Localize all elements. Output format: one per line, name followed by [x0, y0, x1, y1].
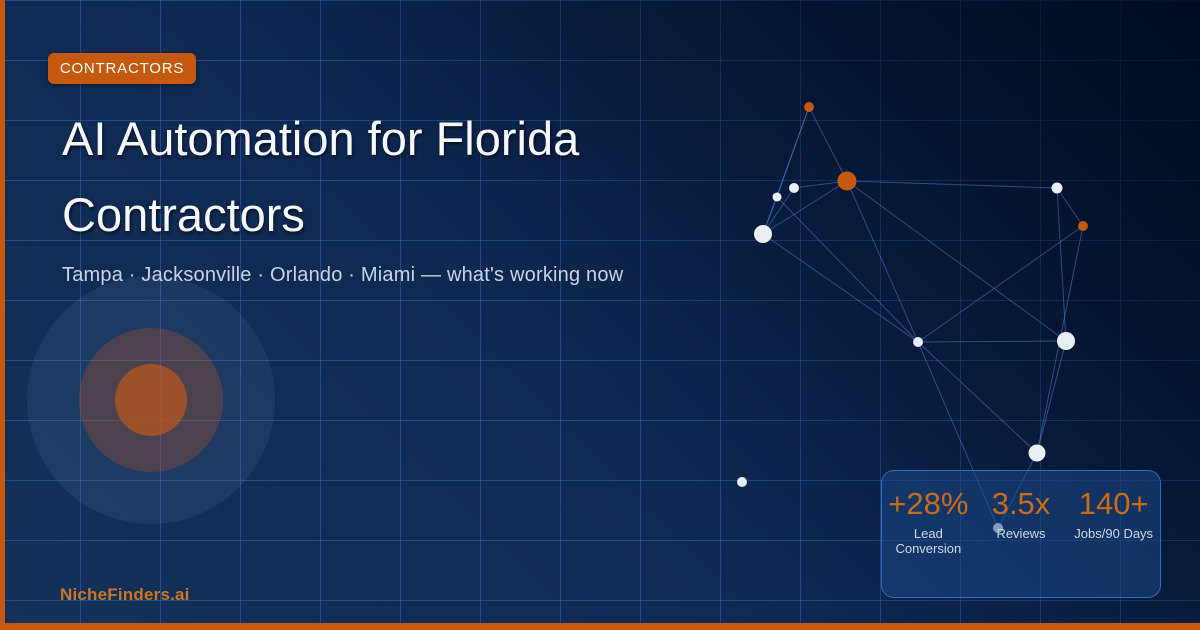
title-line-2: Contractors	[62, 188, 305, 241]
network-node-k	[737, 477, 747, 487]
radar-ring-core	[115, 364, 187, 436]
stat-value: 3.5x	[991, 486, 1051, 521]
title-line-1: AI Automation for Florida	[62, 112, 580, 165]
category-badge-label: CONTRACTORS	[59, 60, 185, 77]
network-edge	[762, 233, 919, 343]
network-edge	[917, 340, 1067, 343]
subtitle: Tampa · Jacksonville · Orlando · Miami —…	[62, 264, 624, 286]
page-title: AI Automation for Florida Contractors	[62, 101, 579, 253]
network-node-a	[804, 102, 814, 112]
network-node-c	[789, 183, 799, 193]
network-edge	[917, 341, 1038, 454]
category-badge: CONTRACTORS	[48, 53, 196, 84]
stat-reviews: 3.5x Reviews	[975, 486, 1068, 542]
network-node-f	[1051, 182, 1063, 194]
stat-jobs: 140+ Jobs/90 Days	[1067, 486, 1160, 542]
stat-label: Jobs/90 Days	[1074, 526, 1154, 541]
network-node-h	[913, 337, 923, 347]
network-edge	[762, 187, 795, 235]
network-node-d	[772, 192, 782, 202]
network-node-g	[1078, 221, 1088, 231]
left-accent-bar	[0, 0, 5, 630]
network-edge	[762, 180, 848, 235]
network-edge	[1056, 187, 1084, 227]
network-edge	[846, 180, 919, 343]
stat-label: Reviews	[996, 526, 1046, 541]
network-node-j	[1028, 444, 1046, 462]
stat-value: 140+	[1078, 486, 1149, 521]
network-node-i	[1057, 332, 1075, 350]
network-edge	[776, 196, 919, 343]
bottom-accent-bar	[0, 623, 1200, 630]
network-edge	[808, 106, 848, 182]
brand-logo: NicheFinders.ai	[60, 585, 190, 604]
stats-panel: +28% Lead Conversion 3.5x Reviews 140+ J…	[881, 470, 1161, 598]
network-edge	[1036, 340, 1067, 454]
network-node-e	[754, 225, 772, 243]
network-edge	[846, 180, 1058, 189]
network-edge	[917, 225, 1084, 343]
stat-label: Lead Conversion	[895, 526, 962, 556]
network-node-b	[837, 171, 857, 191]
stat-lead-conversion: +28% Lead Conversion	[882, 486, 975, 557]
network-edge	[846, 180, 1067, 342]
stat-value: +28%	[888, 486, 969, 521]
